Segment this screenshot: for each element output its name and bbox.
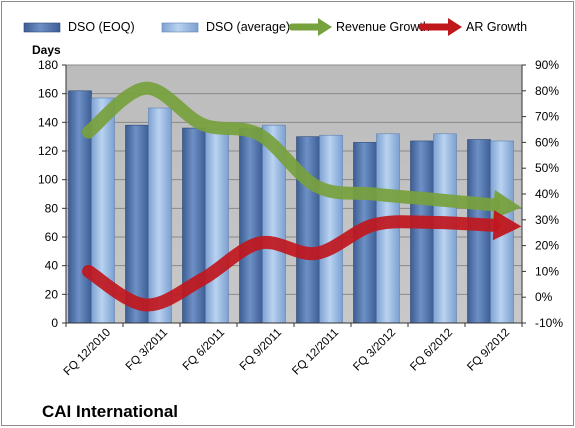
y2-tick-label: 70% bbox=[535, 110, 559, 124]
legend-swatch-dso-eoq bbox=[23, 22, 61, 33]
y-tick-label: 140 bbox=[38, 115, 58, 129]
y-tick-label: 60 bbox=[45, 230, 59, 244]
legend-label-dso-average: DSO (average) bbox=[206, 20, 290, 34]
x-tick-label: FQ 12/2011 bbox=[290, 327, 341, 378]
legend-label-dso-eoq: DSO (EOQ) bbox=[68, 20, 135, 34]
y-tick-label: 120 bbox=[38, 144, 58, 158]
y-tick-label: 100 bbox=[38, 173, 58, 187]
x-tick-label: FQ 9/2012 bbox=[465, 327, 512, 374]
y2-tick-label: 40% bbox=[535, 187, 559, 201]
y2-tick-label: 0% bbox=[535, 290, 553, 304]
legend: DSO (EOQ) DSO (average) Revenue Growth AR G… bbox=[23, 18, 527, 36]
legend-arrowhead-revenue-growth bbox=[318, 18, 332, 36]
x-tick-label: FQ 3/2012 bbox=[351, 327, 398, 374]
y-axis-ticks: 0 20 40 60 80 100 120 140 160 180 bbox=[38, 58, 66, 330]
legend-label-ar-growth: AR Growth bbox=[466, 20, 527, 34]
growth-lines bbox=[82, 81, 522, 312]
y2-tick-label: 60% bbox=[535, 135, 559, 149]
bar-dso-average bbox=[148, 107, 172, 324]
legend-arrowhead-ar-growth bbox=[448, 18, 462, 36]
y2-tick-label: 90% bbox=[535, 58, 559, 72]
x-tick-label: FQ 6/2011 bbox=[181, 327, 227, 373]
y2-tick-label: 20% bbox=[535, 239, 559, 253]
bar-dso-eoq bbox=[410, 140, 434, 324]
y-tick-label: 160 bbox=[38, 87, 58, 101]
bar-dso-average bbox=[319, 134, 343, 324]
y2-tick-label: 50% bbox=[535, 161, 559, 175]
bar-dso-average bbox=[205, 129, 229, 324]
y2-tick-label: -10% bbox=[535, 316, 563, 330]
x-tick-label: FQ 12/2010 bbox=[62, 327, 113, 378]
x-tick-label: FQ 6/2012 bbox=[408, 327, 455, 374]
x-tick-label: FQ 3/2011 bbox=[124, 327, 170, 373]
y-tick-label: 180 bbox=[38, 58, 58, 72]
revenue-growth-line bbox=[82, 81, 501, 212]
y2-tick-label: 30% bbox=[535, 213, 559, 227]
ar-growth-arrowhead bbox=[492, 210, 522, 241]
legend-label-revenue-growth: Revenue Growth bbox=[336, 20, 430, 34]
legend-swatch-dso-average bbox=[161, 22, 199, 33]
ar-growth-line bbox=[82, 215, 501, 312]
y2-tick-label: 10% bbox=[535, 264, 559, 278]
x-axis-ticks: FQ 12/2010 FQ 3/2011 FQ 6/2011 FQ 9/2011 FQ … bbox=[62, 323, 523, 378]
revenue-growth-arrowhead bbox=[492, 189, 522, 220]
y-tick-label: 20 bbox=[45, 287, 59, 301]
company-name: CAI International bbox=[42, 402, 178, 421]
y-tick-label: 80 bbox=[45, 201, 59, 215]
bar-dso-eoq bbox=[239, 127, 263, 324]
y-axis-title: Days bbox=[32, 43, 61, 57]
y2-axis-ticks: -10% 0% 10% 20% 30% 40% 50% 60% 70% 80% 90% bbox=[522, 58, 563, 330]
y-tick-label: 0 bbox=[51, 316, 58, 330]
y2-tick-label: 80% bbox=[535, 84, 559, 98]
x-tick-label: FQ 9/2011 bbox=[238, 327, 284, 373]
y-tick-label: 40 bbox=[45, 259, 59, 273]
